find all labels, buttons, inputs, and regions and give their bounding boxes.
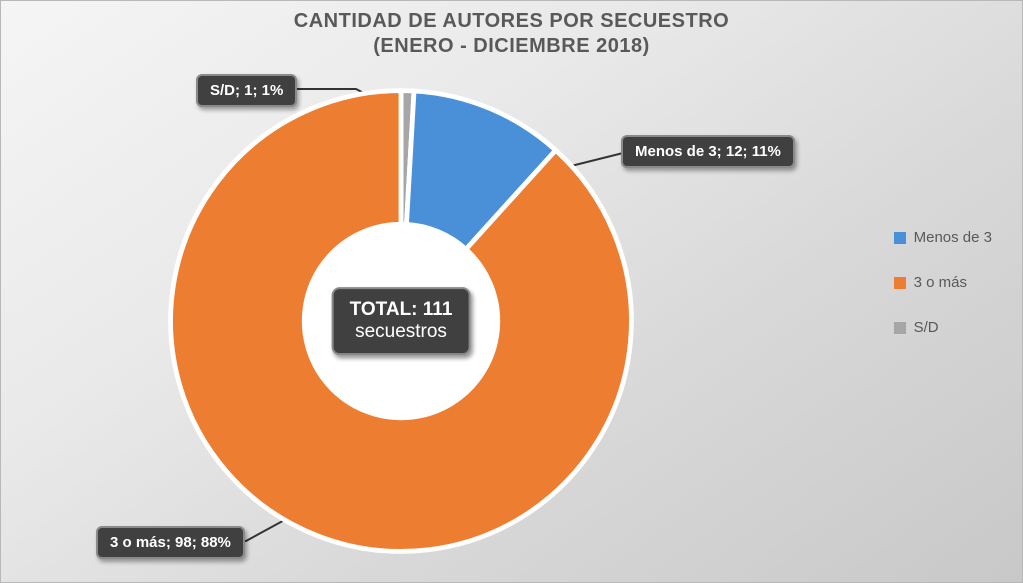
center-prefix: TOTAL: <box>350 299 423 320</box>
legend-label-2: S/D <box>914 319 939 336</box>
legend: Menos de 3 3 o más S/D <box>894 201 992 364</box>
legend-swatch-1 <box>894 277 906 289</box>
center-value: 111 <box>423 299 453 320</box>
donut-chart: TOTAL: 111 secuestros <box>161 81 641 561</box>
legend-label-1: 3 o más <box>914 274 967 291</box>
callout-menos3: Menos de 3; 12; 11% <box>621 135 795 168</box>
callout-menos3-text: Menos de 3; 12; 11% <box>635 143 781 160</box>
legend-label-0: Menos de 3 <box>914 229 992 246</box>
chart-canvas: CANTIDAD DE AUTORES POR SECUESTRO (ENERO… <box>0 0 1023 583</box>
legend-item: Menos de 3 <box>894 229 992 246</box>
legend-item: 3 o más <box>894 274 992 291</box>
legend-item: S/D <box>894 319 992 336</box>
center-label: TOTAL: 111 secuestros <box>332 287 471 355</box>
center-line2: secuestros <box>355 321 447 342</box>
legend-swatch-2 <box>894 322 906 334</box>
legend-swatch-0 <box>894 232 906 244</box>
